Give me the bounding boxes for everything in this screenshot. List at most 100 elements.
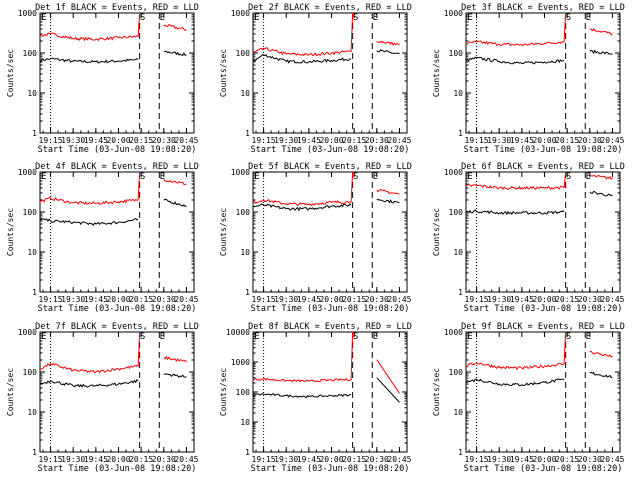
panel-det-4: Det 4f BLACK = Events, RED = LLD 1 10 100 10… bbox=[6, 162, 199, 314]
x-tick-label: 20:30 bbox=[152, 455, 176, 464]
panel-title: Det 8f BLACK = Events, RED = LLD bbox=[248, 322, 412, 332]
y-axis-label: Counts/sec bbox=[432, 49, 441, 97]
x-tick-label: 19:15 bbox=[465, 295, 489, 304]
x-tick-label: 20:45 bbox=[387, 136, 411, 145]
y-tick-label: 1000 bbox=[18, 328, 37, 337]
event-mark-s: S bbox=[140, 172, 145, 182]
x-tick-label: 19:45 bbox=[510, 455, 534, 464]
event-mark-s: S bbox=[566, 13, 571, 23]
x-tick-label: 19:30 bbox=[274, 455, 298, 464]
panel-det-3: Det 3f BLACK = Events, RED = LLD 1 10 100 10… bbox=[432, 3, 625, 155]
series-events-line bbox=[252, 54, 352, 64]
x-tick-label: 19:45 bbox=[297, 455, 321, 464]
y-tick-label: 10 bbox=[453, 408, 463, 417]
event-mark-e-left: E bbox=[254, 172, 259, 182]
x-tick-label: 19:15 bbox=[252, 455, 276, 464]
series-events-line bbox=[39, 57, 139, 64]
x-tick-label: 20:45 bbox=[387, 295, 411, 304]
y-tick-label: 1 bbox=[458, 129, 463, 138]
panel-title: Det 1f BLACK = Events, RED = LLD bbox=[35, 3, 199, 13]
x-tick-label: 19:15 bbox=[465, 455, 489, 464]
panel-title: Det 2f BLACK = Events, RED = LLD bbox=[248, 3, 412, 13]
event-mark-e: E bbox=[373, 13, 378, 23]
plot-frame bbox=[252, 331, 408, 453]
y-tick-label: 10 bbox=[27, 248, 37, 257]
x-tick-label: 20:15 bbox=[555, 136, 579, 145]
panel-det-1: Det 1f BLACK = Events, RED = LLD 1 10 100 10… bbox=[6, 3, 199, 155]
event-mark-e: E bbox=[160, 172, 165, 182]
series-lld-line bbox=[589, 350, 613, 358]
series-events-line bbox=[376, 198, 400, 204]
y-tick-label: 1 bbox=[32, 288, 37, 297]
x-tick-label: 20:00 bbox=[532, 295, 556, 304]
x-tick-label: 19:30 bbox=[274, 136, 298, 145]
x-tick-label: 19:15 bbox=[465, 136, 489, 145]
series-lld-line bbox=[39, 171, 141, 205]
event-mark-e: E bbox=[373, 332, 378, 342]
plot-frame bbox=[39, 12, 195, 134]
plot-frame bbox=[39, 171, 195, 293]
series-lld-line bbox=[465, 331, 567, 371]
x-tick-label: 20:15 bbox=[342, 136, 366, 145]
y-tick-label: 1 bbox=[458, 288, 463, 297]
event-mark-e: E bbox=[586, 13, 591, 23]
event-mark-e: E bbox=[586, 332, 591, 342]
event-mark-s: S bbox=[353, 13, 358, 23]
y-tick-label: 100 bbox=[449, 49, 464, 58]
x-tick-label: 20:00 bbox=[319, 295, 343, 304]
x-tick-label: 19:45 bbox=[297, 295, 321, 304]
x-tick-label: 20:00 bbox=[319, 136, 343, 145]
panel-det-5: Det 5f BLACK = Events, RED = LLD 1 10 100 10… bbox=[219, 162, 412, 314]
panel-title: Det 6f BLACK = Events, RED = LLD bbox=[461, 162, 625, 172]
event-mark-e-left: E bbox=[254, 332, 259, 342]
x-tick-label: 19:30 bbox=[61, 455, 85, 464]
panel-title: Det 3f BLACK = Events, RED = LLD bbox=[461, 3, 625, 13]
x-tick-label: 19:15 bbox=[252, 136, 276, 145]
series-lld-line bbox=[39, 12, 141, 42]
x-tick-label: 20:00 bbox=[532, 455, 556, 464]
y-tick-label: 10 bbox=[240, 418, 250, 427]
event-mark-e-left: E bbox=[467, 172, 472, 182]
series-events-line bbox=[589, 190, 613, 197]
event-mark-e: E bbox=[586, 172, 591, 182]
series-lld-line bbox=[252, 331, 354, 383]
x-axis-label: Start Time (03-Jun-08 19:08:20) bbox=[38, 464, 197, 474]
y-axis-label: Counts/sec bbox=[432, 208, 441, 256]
event-mark-e-left: E bbox=[467, 332, 472, 342]
y-tick-label: 100 bbox=[236, 388, 251, 397]
series-events-line bbox=[465, 209, 565, 216]
x-tick-label: 19:45 bbox=[510, 136, 534, 145]
x-axis-label: Start Time (03-Jun-08 19:08:20) bbox=[464, 464, 623, 474]
event-mark-e-left: E bbox=[254, 13, 259, 23]
x-tick-label: 20:45 bbox=[600, 455, 624, 464]
plot-frame bbox=[465, 12, 621, 134]
series-events-line bbox=[589, 49, 613, 55]
panel-det-6: Det 6f BLACK = Events, RED = LLD 1 10 100 10… bbox=[432, 162, 625, 314]
event-mark-e-left: E bbox=[41, 172, 46, 182]
event-mark-e: E bbox=[160, 13, 165, 23]
event-mark-s: S bbox=[566, 332, 571, 342]
y-axis-label: Counts/sec bbox=[6, 208, 15, 256]
x-tick-label: 19:45 bbox=[84, 295, 108, 304]
x-axis-label: Start Time (03-Jun-08 19:08:20) bbox=[251, 304, 410, 314]
y-tick-label: 100 bbox=[23, 368, 38, 377]
y-tick-label: 10 bbox=[453, 248, 463, 257]
y-tick-label: 10 bbox=[240, 248, 250, 257]
y-tick-label: 10 bbox=[27, 408, 37, 417]
y-tick-label: 1 bbox=[458, 448, 463, 457]
x-axis-label: Start Time (03-Jun-08 19:08:20) bbox=[464, 304, 623, 314]
x-tick-label: 20:45 bbox=[174, 455, 198, 464]
series-events-line bbox=[465, 378, 565, 387]
y-tick-label: 10000 bbox=[226, 328, 250, 337]
series-events-line bbox=[163, 50, 187, 57]
y-tick-label: 100 bbox=[449, 208, 464, 217]
event-mark-s: S bbox=[353, 332, 358, 342]
x-tick-label: 19:15 bbox=[252, 295, 276, 304]
y-tick-label: 1 bbox=[32, 448, 37, 457]
event-mark-e-left: E bbox=[41, 332, 46, 342]
y-tick-label: 10 bbox=[240, 89, 250, 98]
x-axis-label: Start Time (03-Jun-08 19:08:20) bbox=[38, 304, 197, 314]
x-tick-label: 19:45 bbox=[510, 295, 534, 304]
x-tick-label: 20:30 bbox=[152, 136, 176, 145]
